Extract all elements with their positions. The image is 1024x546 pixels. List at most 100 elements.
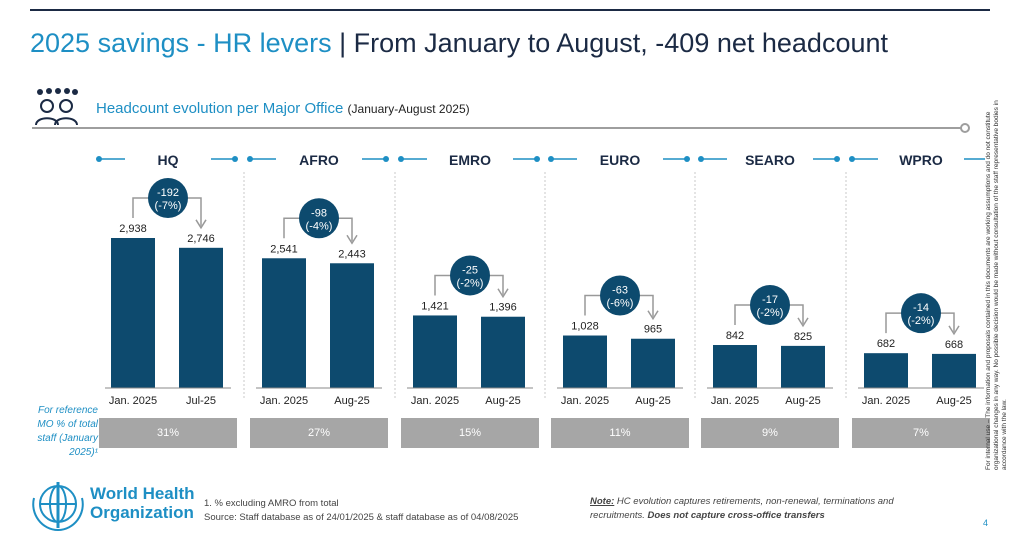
category-label: Jan. 2025 xyxy=(411,395,459,407)
who-logo-text: World Health Organization xyxy=(90,484,195,522)
chart-subtitle-text: Headcount evolution per Major Office xyxy=(96,100,344,117)
change-bubble xyxy=(299,198,339,239)
who-logo-line1: World Health xyxy=(90,484,195,503)
value-label: 1,421 xyxy=(421,300,449,312)
page-title: 2025 savings - HR levers | From January … xyxy=(30,28,888,59)
change-bubble xyxy=(148,178,188,218)
reference-share-emro: 15% xyxy=(401,418,539,448)
office-label-afro: AFRO xyxy=(299,152,339,168)
header-dot-right xyxy=(684,156,690,162)
change-bubble xyxy=(750,285,790,326)
footnote-source: Source: Staff database as of 24/01/2025 … xyxy=(204,512,519,523)
bar-emro-0 xyxy=(413,315,457,388)
bar-wpro-1 xyxy=(932,353,976,388)
who-logo-line2: Organization xyxy=(90,503,194,522)
page-title-accent: 2025 savings - HR levers xyxy=(30,28,332,58)
note-bold: Does not capture cross-office transfers xyxy=(647,510,825,521)
value-label: 2,443 xyxy=(338,248,366,260)
category-label: Aug-25 xyxy=(334,395,369,407)
reference-share-searo: 9% xyxy=(701,418,839,448)
note-text: HC evolution captures retirements, non-r… xyxy=(590,496,894,521)
change-value: -25 xyxy=(462,264,478,276)
change-percent: (-6%) xyxy=(607,298,634,310)
value-label: 842 xyxy=(726,330,744,342)
change-value: -14 xyxy=(913,302,929,314)
headcount-chart: HQ 2,938 Jan. 2025 2,746 Jul-25 -192(-7%) AFRO… xyxy=(96,152,985,407)
reference-share-euro: 11% xyxy=(551,418,689,448)
header-dot-left xyxy=(96,156,102,162)
category-label: Jan. 2025 xyxy=(711,395,759,407)
bar-euro-0 xyxy=(563,335,607,388)
category-label: Jul-25 xyxy=(186,395,216,407)
people-icon xyxy=(35,88,78,126)
change-value: -98 xyxy=(311,207,327,219)
change-bubble xyxy=(901,293,941,334)
reference-share-afro: 27% xyxy=(250,418,388,448)
note-block: Note: HC evolution captures retirements,… xyxy=(590,495,920,523)
change-arrowhead xyxy=(948,325,960,336)
change-percent: (-2%) xyxy=(908,315,935,327)
disclaimer: For internal use – The information and p… xyxy=(985,100,1008,470)
bar-emro-1 xyxy=(481,316,525,388)
category-label: Aug-25 xyxy=(635,395,670,407)
subtitle-rule xyxy=(32,127,964,129)
page-title-rest: | From January to August, -409 net headc… xyxy=(331,28,888,58)
header-dot-left xyxy=(398,156,404,162)
reference-share-hq: 31% xyxy=(99,418,237,448)
value-label: 825 xyxy=(794,331,812,343)
value-label: 1,396 xyxy=(489,302,517,314)
category-label: Jan. 2025 xyxy=(862,395,910,407)
change-arrowhead xyxy=(195,219,207,230)
header-dot-right xyxy=(534,156,540,162)
note-label: Note: xyxy=(590,496,615,507)
header-dot-left xyxy=(548,156,554,162)
value-label: 2,746 xyxy=(187,233,215,245)
category-label: Aug-25 xyxy=(485,395,520,407)
header-dot-right xyxy=(232,156,238,162)
change-arrowhead xyxy=(797,317,809,328)
category-label: Jan. 2025 xyxy=(109,395,157,407)
change-bubble xyxy=(600,275,640,316)
change-value: -63 xyxy=(612,285,628,297)
header-dot-left xyxy=(849,156,855,162)
office-label-hq: HQ xyxy=(158,152,179,168)
bar-wpro-0 xyxy=(864,353,908,388)
value-label: 668 xyxy=(945,339,963,351)
bar-afro-0 xyxy=(262,258,306,388)
change-arrowhead xyxy=(346,234,358,245)
footnote-line1: 1. % excluding AMRO from total xyxy=(204,498,339,509)
value-label: 682 xyxy=(877,338,895,350)
header-dot-right xyxy=(383,156,389,162)
value-label: 2,938 xyxy=(119,223,147,235)
change-arrowhead xyxy=(647,310,659,321)
header-dot-left xyxy=(247,156,253,162)
bar-searo-0 xyxy=(713,345,757,388)
change-value: -17 xyxy=(762,294,778,306)
office-label-emro: EMRO xyxy=(449,152,491,168)
bar-euro-1 xyxy=(631,338,675,388)
bar-afro-1 xyxy=(330,263,374,388)
office-label-searo: SEARO xyxy=(745,152,795,168)
category-label: Aug-25 xyxy=(936,395,971,407)
subtitle-rule-end xyxy=(960,123,970,133)
reference-share-wpro: 7% xyxy=(852,418,990,448)
bar-hq-0 xyxy=(111,238,155,388)
category-label: Jan. 2025 xyxy=(260,395,308,407)
change-percent: (-4%) xyxy=(306,220,333,232)
chart-subtitle-period: (January-August 2025) xyxy=(347,102,470,116)
top-rule xyxy=(30,9,990,11)
change-percent: (-7%) xyxy=(155,200,182,212)
value-label: 2,541 xyxy=(270,243,298,255)
reference-label: For reference MO % of total staff (Janua… xyxy=(37,405,98,458)
value-label: 1,028 xyxy=(571,321,599,333)
header-dot-left xyxy=(698,156,704,162)
footnote: 1. % excluding AMRO from total Source: S… xyxy=(204,497,518,525)
office-label-wpro: WPRO xyxy=(899,152,943,168)
change-arrowhead xyxy=(497,288,509,299)
change-percent: (-2%) xyxy=(757,307,784,319)
page-number: 4 xyxy=(983,518,989,528)
change-bubble xyxy=(450,255,490,296)
category-label: Aug-25 xyxy=(785,395,820,407)
value-label: 965 xyxy=(644,324,662,336)
change-value: -192 xyxy=(157,187,179,199)
